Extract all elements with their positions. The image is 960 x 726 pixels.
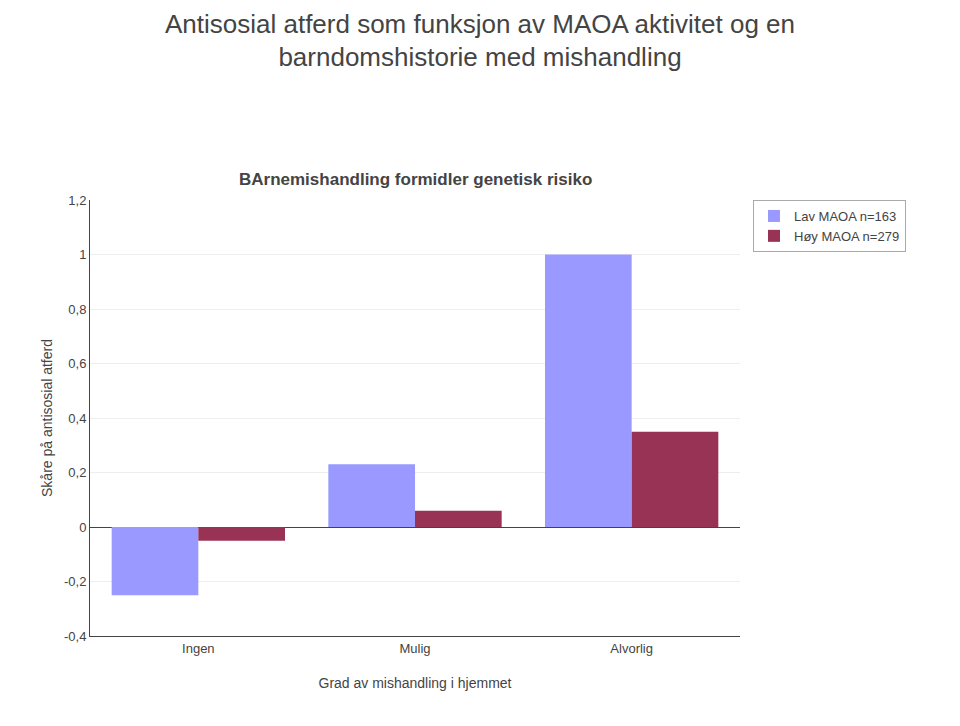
svg-text:Skåre på antisosial atferd: Skåre på antisosial atferd (39, 339, 55, 497)
svg-text:BArnemishandling formidler gen: BArnemishandling formidler genetisk risi… (239, 170, 592, 189)
svg-text:0,6: 0,6 (68, 356, 86, 371)
svg-text:Lav MAOA n=163: Lav MAOA n=163 (794, 209, 896, 224)
svg-text:1: 1 (79, 247, 86, 262)
svg-text:Høy MAOA n=279: Høy MAOA n=279 (794, 229, 899, 244)
svg-text:-0,4: -0,4 (64, 629, 86, 644)
svg-text:0,4: 0,4 (68, 411, 86, 426)
svg-text:0,2: 0,2 (68, 465, 86, 480)
svg-text:1,2: 1,2 (68, 193, 86, 208)
svg-text:0,8: 0,8 (68, 302, 86, 317)
svg-text:Grad av mishandling i hjemmet: Grad av mishandling i hjemmet (319, 675, 512, 691)
svg-text:Ingen: Ingen (182, 641, 215, 656)
svg-text:Mulig: Mulig (399, 641, 430, 656)
svg-text:Alvorlig: Alvorlig (610, 641, 653, 656)
svg-text:Antisosial atferd som funksjon: Antisosial atferd som funksjon av MAOA a… (165, 9, 795, 73)
svg-text:-0,2: -0,2 (64, 574, 86, 589)
svg-text:0: 0 (79, 520, 86, 535)
